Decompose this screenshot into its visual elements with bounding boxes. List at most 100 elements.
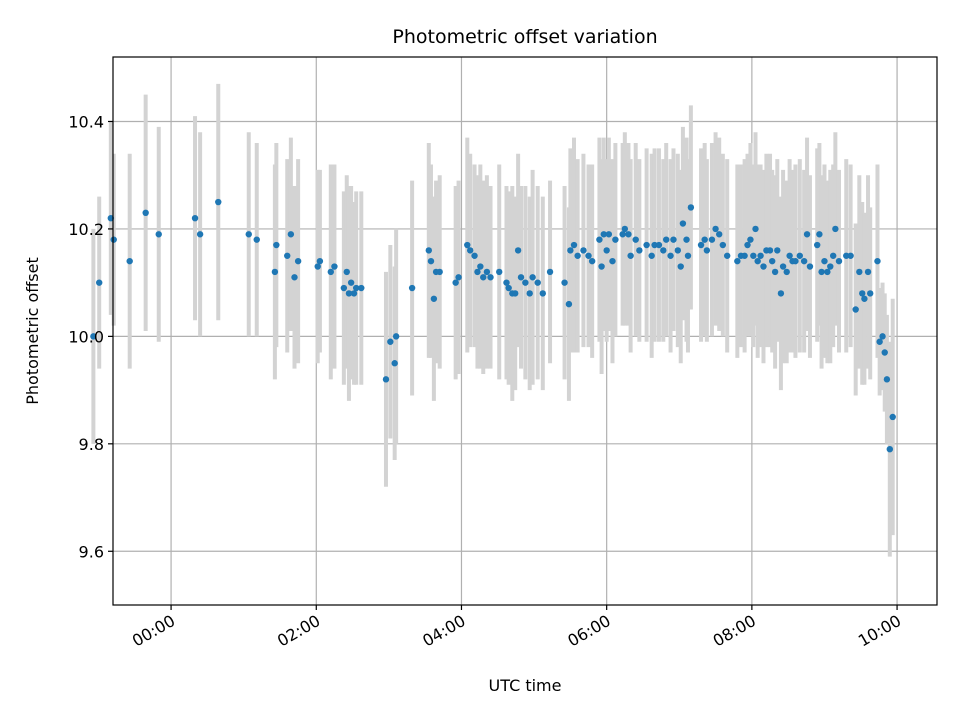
data-point xyxy=(287,231,295,238)
data-point xyxy=(271,268,279,276)
data-point xyxy=(703,247,711,254)
data-point xyxy=(191,214,199,222)
data-point xyxy=(769,257,776,265)
data-point xyxy=(861,295,868,302)
data-point xyxy=(316,257,324,265)
data-point xyxy=(864,268,872,276)
data-point xyxy=(660,247,667,254)
data-point xyxy=(605,231,613,238)
data-point xyxy=(253,236,260,243)
data-point xyxy=(636,247,643,254)
y-tick-label: 10.2 xyxy=(68,220,104,239)
data-point xyxy=(596,236,603,243)
data-point xyxy=(392,333,400,340)
data-point xyxy=(529,274,536,281)
data-point xyxy=(803,231,811,238)
data-point xyxy=(667,252,674,259)
data-point xyxy=(827,263,834,270)
data-point xyxy=(196,231,204,238)
y-tick-label: 10.4 xyxy=(68,112,104,131)
data-point xyxy=(284,252,291,259)
data-point xyxy=(723,252,731,259)
data-point xyxy=(526,290,533,297)
data-point xyxy=(734,257,741,265)
data-point xyxy=(876,338,883,345)
data-point xyxy=(574,252,581,259)
data-point xyxy=(522,279,529,286)
data-point xyxy=(881,349,888,356)
data-point xyxy=(879,333,886,340)
data-point xyxy=(353,284,360,292)
data-point xyxy=(487,274,494,281)
data-point xyxy=(760,263,767,270)
data-point xyxy=(619,231,626,238)
data-point xyxy=(496,268,503,276)
data-point xyxy=(483,268,491,276)
data-point xyxy=(314,263,321,270)
x-tick-label: 00:00 xyxy=(129,611,178,651)
data-point xyxy=(598,263,605,270)
data-point xyxy=(856,268,863,276)
y-axis-ticks: 9.6 9.8 10.0 10.2 10.4 xyxy=(68,112,113,561)
data-point xyxy=(643,241,650,249)
data-point xyxy=(477,263,484,270)
data-point xyxy=(391,360,398,367)
x-axis-label: UTC time xyxy=(489,676,562,695)
data-point xyxy=(835,257,843,265)
data-point xyxy=(744,241,751,249)
y-tick-label: 9.8 xyxy=(79,435,104,454)
data-point xyxy=(511,290,519,297)
data-point xyxy=(570,241,578,249)
data-point xyxy=(832,225,839,233)
data-point xyxy=(712,225,719,233)
chart-title: Photometric offset variation xyxy=(392,26,657,48)
data-point xyxy=(436,268,443,276)
data-point xyxy=(852,306,859,313)
x-tick-label: 10:00 xyxy=(855,611,904,651)
data-point xyxy=(358,284,365,292)
data-point xyxy=(777,290,785,297)
data-point xyxy=(806,263,814,270)
data-point xyxy=(427,257,435,265)
data-point xyxy=(800,257,808,265)
data-point xyxy=(110,236,117,243)
data-point xyxy=(347,279,355,286)
data-point xyxy=(716,231,723,238)
data-point xyxy=(408,284,416,292)
data-point xyxy=(625,231,632,238)
data-point xyxy=(612,236,619,243)
data-point xyxy=(585,252,592,259)
data-point xyxy=(96,279,103,286)
data-point xyxy=(859,290,866,297)
data-point xyxy=(687,204,695,211)
data-point xyxy=(779,263,787,270)
data-point xyxy=(708,236,716,243)
data-point xyxy=(677,263,684,270)
data-point xyxy=(340,284,348,292)
data-point xyxy=(561,279,568,286)
data-point xyxy=(546,268,554,276)
data-point xyxy=(741,252,748,259)
data-point xyxy=(215,198,222,206)
x-axis-ticks: 00:00 02:00 04:00 06:00 08:00 10:00 xyxy=(129,605,904,651)
data-point xyxy=(505,284,512,292)
data-point xyxy=(565,300,573,308)
data-point xyxy=(245,231,252,238)
data-point xyxy=(719,241,727,249)
data-point xyxy=(580,247,587,254)
x-tick-label: 08:00 xyxy=(710,611,759,651)
data-point xyxy=(273,241,280,249)
error-bars xyxy=(91,83,895,557)
data-point xyxy=(155,231,162,238)
data-point xyxy=(425,247,433,254)
data-point xyxy=(517,274,525,281)
data-point xyxy=(471,252,478,259)
data-point xyxy=(816,231,823,238)
data-point xyxy=(452,279,459,286)
data-point xyxy=(683,236,690,243)
data-point xyxy=(345,290,353,297)
data-point xyxy=(786,252,793,259)
data-point xyxy=(603,247,610,254)
data-point xyxy=(757,252,764,259)
